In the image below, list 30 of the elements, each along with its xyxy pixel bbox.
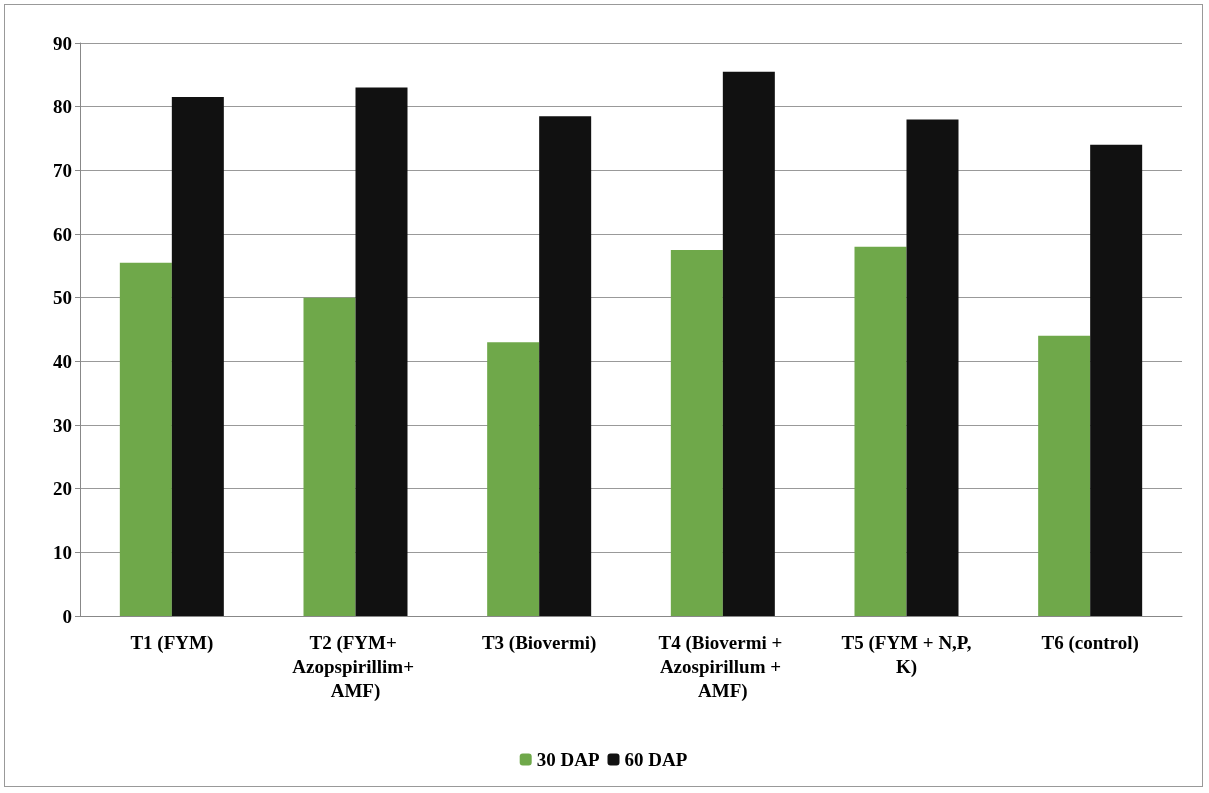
bar (670, 249, 723, 616)
x-tick-label: T1 (FYM) (130, 631, 214, 654)
bar (487, 342, 540, 616)
y-tick-label: 40 (53, 350, 72, 372)
y-tick-label: 10 (53, 541, 72, 563)
bar (854, 246, 907, 616)
x-tick-label: T2 (FYM+ Azopspirillim+ AMF) (292, 631, 419, 702)
y-tick-label: 90 (53, 32, 72, 54)
x-tick-label: T4 (Biovermi + Azospirillum + AMF) (658, 631, 788, 702)
legend-label: 60 DAP (624, 749, 688, 770)
bar (303, 297, 356, 616)
y-tick-label: 80 (53, 96, 72, 118)
bar (119, 262, 172, 616)
bar (355, 87, 408, 616)
x-tick-label: T6 (control) (1041, 631, 1139, 654)
legend-label: 30 DAP (536, 749, 600, 770)
bar (171, 97, 224, 616)
x-tick-label: T3 (Biovermi) (481, 631, 597, 654)
bar (1038, 335, 1091, 616)
y-tick-label: 30 (53, 414, 72, 436)
y-tick-label: 60 (53, 223, 72, 245)
bar (1090, 144, 1143, 616)
y-tick-label: 50 (53, 287, 72, 309)
x-tick-label: T5 (FYM + N,P,K) (841, 631, 972, 678)
bar (906, 119, 959, 616)
bar (539, 116, 592, 616)
y-tick-label: 0 (62, 605, 72, 627)
bar (722, 71, 775, 616)
y-tick-label: 20 (53, 478, 72, 500)
y-tick-label: 70 (53, 159, 72, 181)
